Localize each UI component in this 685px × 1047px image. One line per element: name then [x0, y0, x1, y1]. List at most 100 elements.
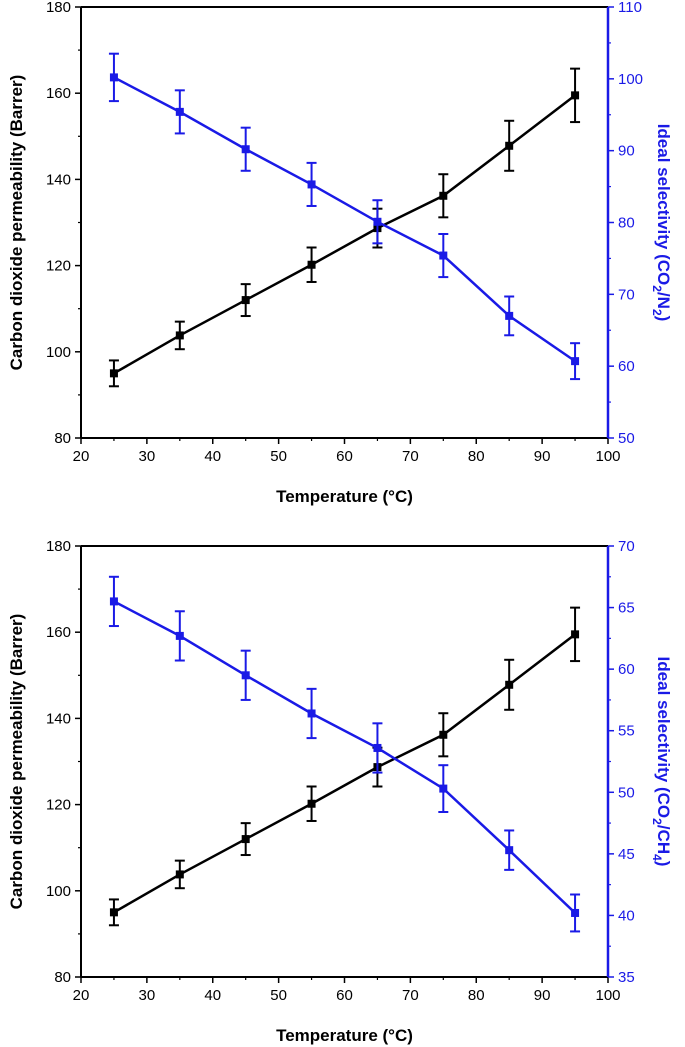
data-point [307, 260, 316, 269]
y-right-tick-label: 100 [618, 71, 643, 88]
x-tick-label: 70 [402, 987, 419, 1004]
series-line [113, 94, 576, 375]
y-right-title-mid: /CH [654, 825, 673, 854]
data-point [175, 870, 184, 879]
data-point [439, 730, 448, 739]
data-point [175, 107, 184, 116]
x-tick-label: 20 [73, 448, 90, 465]
y-left-tick-label: 120 [46, 258, 71, 275]
x-tick-label: 30 [139, 987, 156, 1004]
y-left-tick-label: 180 [46, 0, 71, 16]
series-line [113, 76, 576, 363]
y-right-tick-label: 65 [618, 600, 635, 617]
y-right-axis-title: Ideal selectivity (CO2/N2) [650, 124, 673, 322]
x-tick-label: 50 [270, 448, 287, 465]
y-right-tick-label: 50 [618, 784, 635, 801]
chart-panel-1: 20 30 40 50 60 70 80 90 100 80 100 120 140 160 180 50 60… [7, 0, 673, 506]
x-axis-title: Temperature (°C) [276, 487, 413, 506]
x-tick-label: 50 [270, 987, 287, 1004]
y-left-tick-label: 100 [46, 883, 71, 900]
x-tick-label: 90 [534, 448, 551, 465]
y-left-tick-label: 180 [46, 538, 71, 555]
data-point [109, 597, 118, 606]
y-left-tick-label: 100 [46, 344, 71, 361]
data-point [307, 709, 316, 718]
x-tick-label: 100 [595, 987, 620, 1004]
y-right-tick-label: 90 [618, 143, 635, 160]
data-point [109, 73, 118, 82]
x-tick-label: 80 [468, 987, 485, 1004]
data-point [241, 835, 250, 844]
data-point [571, 908, 580, 917]
data-point [505, 311, 514, 320]
y-right-tick-label: 55 [618, 723, 635, 740]
data-point [175, 331, 184, 340]
data-point [571, 630, 580, 639]
y-right-title-prefix: Ideal selectivity (CO [654, 657, 673, 819]
y-right-tick-label: 50 [618, 430, 635, 447]
x-tick-label: 30 [139, 448, 156, 465]
y-right-title-sub1: 2 [650, 285, 664, 292]
data-point [175, 631, 184, 640]
y-left-axis-title: Carbon dioxide permeability (Barrer) [7, 614, 26, 910]
y-left-tick-label: 140 [46, 710, 71, 727]
y-right-title-mid: /N [654, 292, 673, 309]
data-point [439, 784, 448, 793]
data-point [571, 91, 580, 100]
series-line [113, 600, 576, 914]
y-right-title-sub2: 2 [650, 309, 664, 316]
data-point [505, 846, 514, 855]
y-left-tick-label: 160 [46, 85, 71, 102]
data-point [241, 145, 250, 154]
y-right-tick-label: 45 [618, 846, 635, 863]
x-tick-label: 70 [402, 448, 419, 465]
y-left-tick-label: 160 [46, 624, 71, 641]
x-tick-label: 80 [468, 448, 485, 465]
y-right-axis-title: Ideal selectivity (CO2/CH4) [650, 657, 673, 867]
y-right-tick-label: 80 [618, 215, 635, 232]
y-right-tick-label: 70 [618, 286, 635, 303]
data-point [571, 357, 580, 366]
y-left-tick-label: 80 [54, 430, 71, 447]
x-tick-label: 40 [204, 448, 221, 465]
y-right-tick-label: 110 [618, 0, 642, 16]
data-point [439, 251, 448, 260]
y-right-title-suffix: ) [654, 861, 673, 867]
data-point [307, 180, 316, 189]
y-right-tick-label: 60 [618, 661, 635, 678]
y-right-tick-label: 35 [618, 969, 635, 986]
data-point [373, 743, 382, 752]
data-point [307, 799, 316, 808]
x-tick-label: 20 [73, 987, 90, 1004]
chart-panel-2: 20 30 40 50 60 70 80 90 100 80 100 120 140 160 180 35 40… [7, 538, 673, 1045]
x-axis-title: Temperature (°C) [276, 1026, 413, 1045]
series-2 [108, 575, 581, 933]
x-tick-label: 40 [204, 987, 221, 1004]
y-right-tick-label: 40 [618, 907, 635, 924]
y-left-tick-label: 140 [46, 171, 71, 188]
x-tick-label: 60 [336, 448, 353, 465]
y-right-tick-label: 60 [618, 358, 635, 375]
data-point [505, 680, 514, 689]
series-2 [108, 52, 581, 381]
data-point [373, 217, 382, 226]
x-tick-label: 100 [595, 448, 620, 465]
y-left-tick-label: 120 [46, 797, 71, 814]
x-tick-label: 60 [336, 987, 353, 1004]
series-line [113, 633, 576, 914]
y-right-title-suffix: ) [654, 316, 673, 322]
y-left-tick-label: 80 [54, 969, 71, 986]
y-right-title-sub2: 4 [650, 854, 664, 861]
data-point [241, 296, 250, 305]
y-right-tick-label: 70 [618, 538, 635, 555]
data-point [241, 671, 250, 680]
y-left-axis-title: Carbon dioxide permeability (Barrer) [7, 75, 26, 371]
data-point [109, 369, 118, 378]
data-point [505, 141, 514, 150]
y-right-title-sub1: 2 [650, 818, 664, 825]
data-point [439, 191, 448, 200]
y-right-title-prefix: Ideal selectivity (CO [654, 124, 673, 286]
data-point [109, 908, 118, 917]
x-tick-label: 90 [534, 987, 551, 1004]
